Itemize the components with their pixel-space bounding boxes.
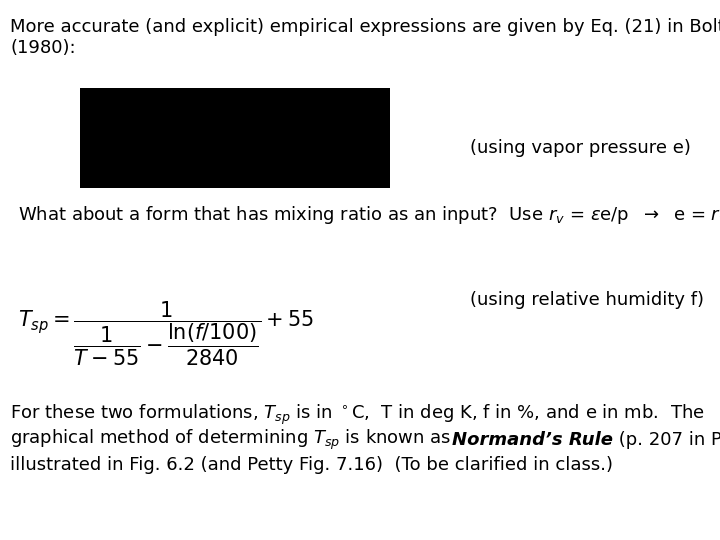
Text: (using relative humidity f): (using relative humidity f) <box>470 291 704 309</box>
Text: (using vapor pressure e): (using vapor pressure e) <box>470 139 691 157</box>
Text: More accurate (and explicit) empirical expressions are given by Eq. (21) in Bolt: More accurate (and explicit) empirical e… <box>10 18 720 57</box>
Text: For these two formulations, $T_{sp}$ is in $^\circ$C,  T in deg K, f in %, and e: For these two formulations, $T_{sp}$ is … <box>10 403 705 427</box>
Text: What about a form that has mixing ratio as an input?  Use $r_v$ = $\varepsilon$e: What about a form that has mixing ratio … <box>18 204 720 226</box>
Text: illustrated in Fig. 6.2 (and Petty Fig. 7.16)  (To be clarified in class.): illustrated in Fig. 6.2 (and Petty Fig. … <box>10 456 613 474</box>
Text: Normand’s Rule: Normand’s Rule <box>452 431 613 449</box>
Bar <box>80 88 390 188</box>
Text: graphical method of determining $T_{sp}$ is known as: graphical method of determining $T_{sp}$… <box>10 428 452 452</box>
Text: $T_{sp} = \dfrac{1}{\dfrac{1}{T-55} - \dfrac{\ln(f/100)}{2840}} + 55$: $T_{sp} = \dfrac{1}{\dfrac{1}{T-55} - \d… <box>18 300 314 368</box>
Text: (p. 207 in Petty),: (p. 207 in Petty), <box>613 431 720 449</box>
